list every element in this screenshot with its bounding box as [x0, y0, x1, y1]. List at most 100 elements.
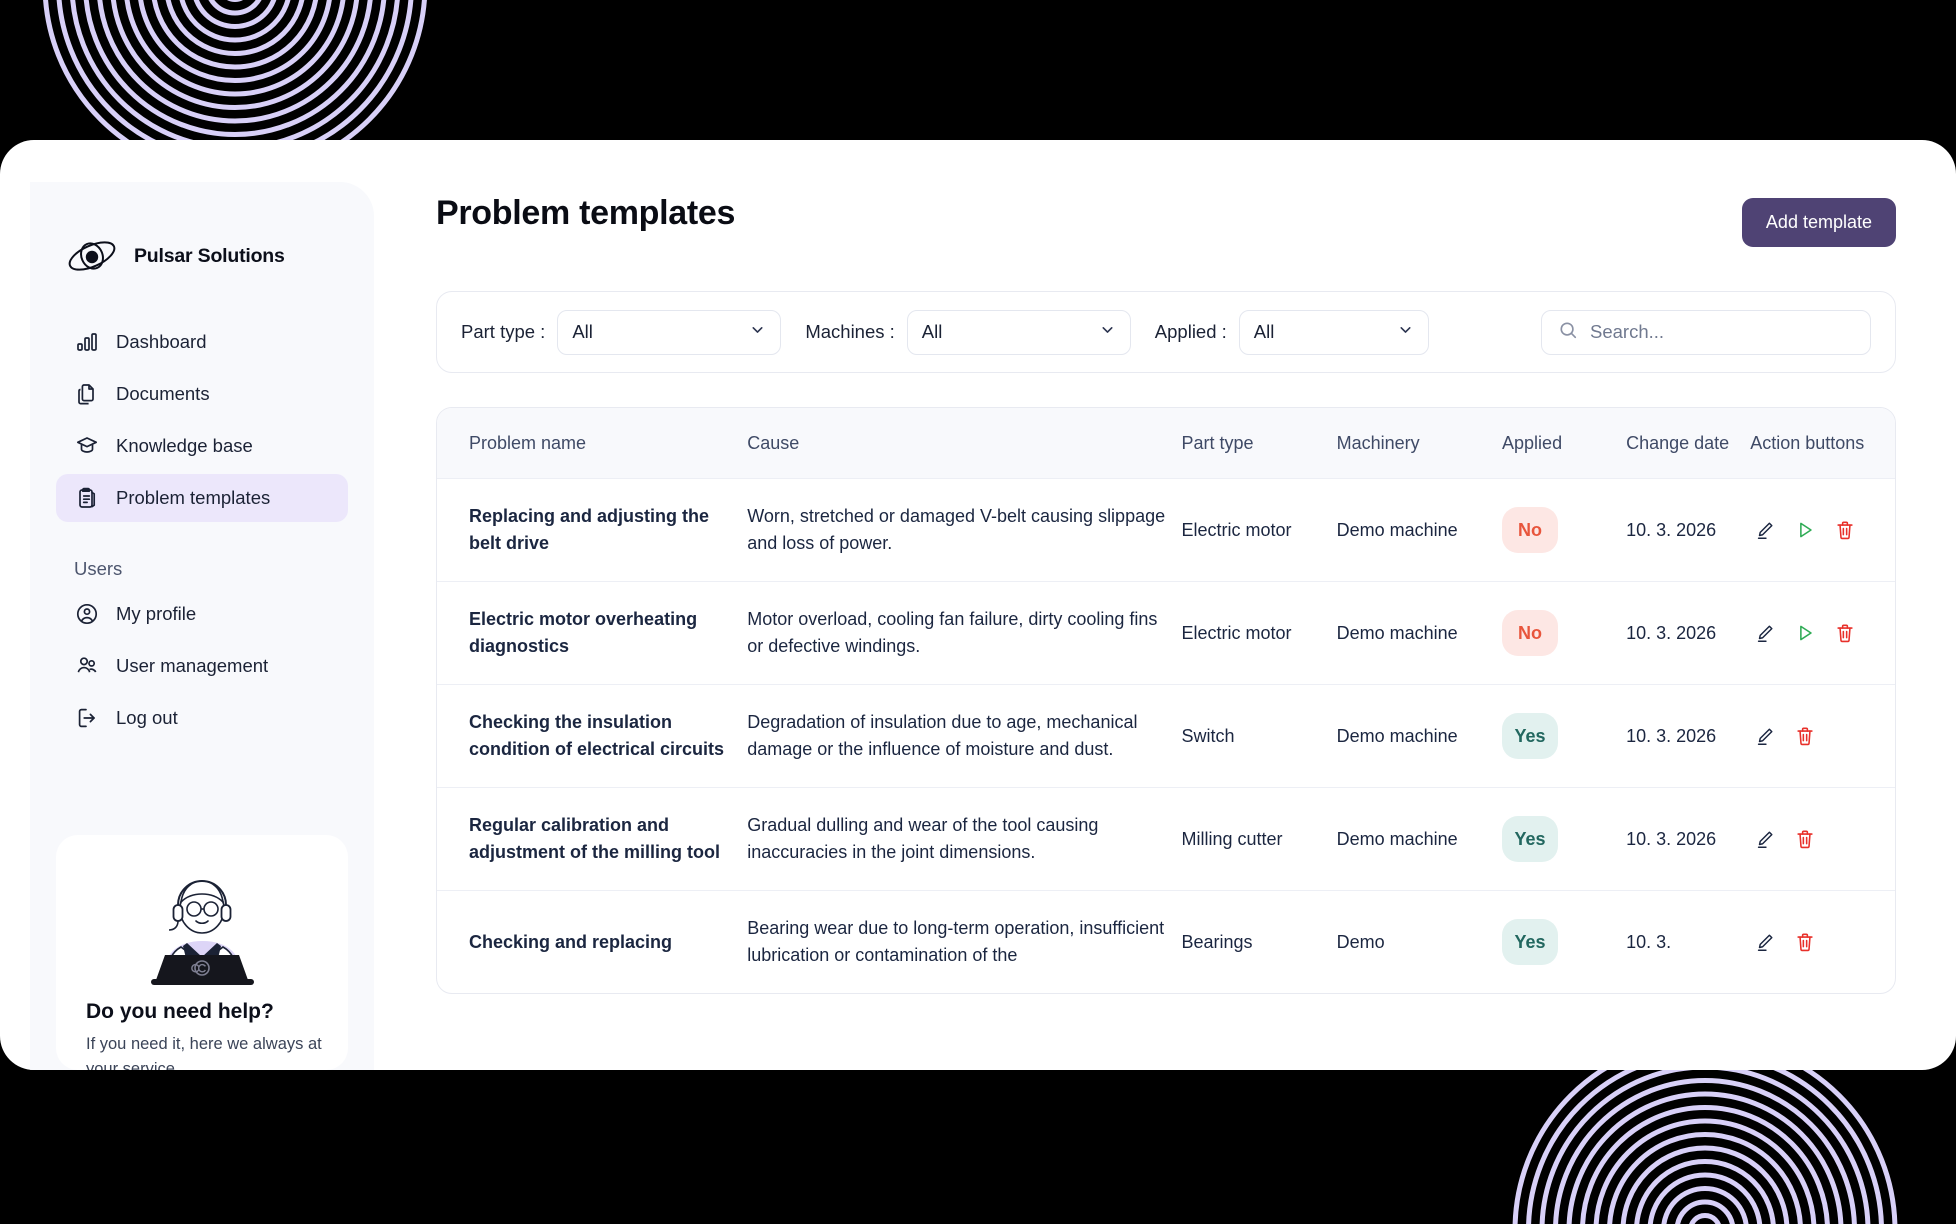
decorative-ring	[150, 0, 320, 70]
brand[interactable]: Pulsar Solutions	[30, 182, 374, 276]
search-box[interactable]	[1541, 309, 1871, 355]
cell-applied: Yes	[1502, 684, 1627, 788]
status-badge: Yes	[1502, 919, 1559, 966]
cell-change-date: 10. 3. 2026	[1626, 581, 1751, 685]
delete-icon[interactable]	[1794, 931, 1816, 953]
sidebar-item-label: Problem templates	[116, 487, 271, 508]
column-header-action-buttons: Action buttons	[1750, 433, 1865, 453]
sidebar-item-dashboard[interactable]: Dashboard	[56, 318, 348, 366]
chevron-down-icon	[1099, 321, 1116, 343]
cell-problem-name: Replacing and adjusting the belt drive	[437, 478, 748, 582]
table-row[interactable]: Replacing and adjusting the belt drive Wo…	[437, 478, 1895, 582]
sidebar-item-label: My profile	[116, 603, 197, 624]
cell-part-type: Bearings	[1181, 890, 1337, 994]
edit-icon[interactable]	[1754, 828, 1776, 850]
decorative-ring	[1607, 1132, 1803, 1224]
cell-action-buttons	[1750, 787, 1895, 891]
main-content: Problem templates Add template Part type…	[374, 140, 1956, 1070]
cell-change-date: 10. 3. 2026	[1626, 787, 1751, 891]
cell-cause: Bearing wear due to long-term operation,…	[747, 890, 1182, 994]
part-type-select[interactable]: All	[557, 309, 782, 355]
column-header-machinery[interactable]: Machinery	[1336, 433, 1420, 453]
delete-icon[interactable]	[1794, 725, 1816, 747]
decorative-ring	[1526, 1051, 1884, 1224]
column-header-cause[interactable]: Cause	[747, 433, 800, 453]
app-window: Pulsar Solutions Dashboard	[0, 140, 1956, 1070]
planet-orbit-icon	[66, 236, 118, 276]
add-template-button[interactable]: Add template	[1741, 198, 1896, 247]
chevron-down-icon	[1397, 321, 1414, 343]
clipboard-list-icon	[74, 486, 99, 511]
sidebar-item-log-out[interactable]: Log out	[56, 694, 348, 742]
delete-icon[interactable]	[1834, 622, 1856, 644]
sidebar-item-problem-templates[interactable]: Problem templates	[56, 474, 348, 522]
edit-icon[interactable]	[1754, 725, 1776, 747]
cell-cause: Degradation of insulation due to age, me…	[747, 684, 1182, 788]
column-header-applied[interactable]: Applied	[1502, 433, 1563, 453]
applied-select[interactable]: All	[1238, 309, 1429, 355]
cell-machinery: Demo	[1336, 890, 1503, 994]
cell-change-date: 10. 3. 2026	[1626, 478, 1751, 582]
delete-icon[interactable]	[1794, 828, 1816, 850]
delete-icon[interactable]	[1834, 519, 1856, 541]
edit-icon[interactable]	[1754, 931, 1776, 953]
sidebar-item-documents[interactable]: Documents	[56, 370, 348, 418]
cell-change-date: 10. 3. 2026	[1626, 684, 1751, 788]
cell-part-type: Electric motor	[1181, 478, 1337, 582]
support-agent-illustration	[125, 861, 280, 986]
cell-problem-name: Regular calibration and adjustment of th…	[437, 787, 748, 891]
edit-icon[interactable]	[1754, 622, 1776, 644]
decorative-ring	[96, 0, 374, 124]
column-header-problem-name[interactable]: Problem name	[469, 433, 587, 453]
machines-select[interactable]: All	[906, 309, 1131, 355]
cell-change-date: 10. 3.	[1626, 890, 1751, 994]
sidebar-item-user-management[interactable]: User management	[56, 642, 348, 690]
logout-icon	[74, 706, 99, 731]
table-row[interactable]: Checking the insulation condition of ele…	[437, 684, 1895, 788]
decorative-ring	[137, 0, 333, 83]
help-card[interactable]: Do you need help? If you need it, here w…	[56, 835, 348, 1070]
status-badge: No	[1502, 610, 1559, 657]
sidebar: Pulsar Solutions Dashboard	[30, 182, 374, 1070]
filter-part-type: Part type : All	[461, 309, 782, 355]
part-type-value: All	[572, 321, 593, 342]
table-row[interactable]: Electric motor overheating diagnostics Mo…	[437, 581, 1895, 685]
cell-machinery: Demo machine	[1336, 478, 1503, 582]
users-icon	[74, 654, 99, 679]
decorative-ring	[177, 0, 293, 43]
cell-action-buttons	[1750, 684, 1895, 788]
cell-machinery: Demo machine	[1336, 581, 1503, 685]
action-buttons	[1750, 519, 1885, 541]
decorative-ring	[204, 0, 266, 16]
edit-icon[interactable]	[1754, 519, 1776, 541]
sidebar-item-label: Knowledge base	[116, 435, 253, 456]
search-input[interactable]	[1590, 321, 1854, 343]
sidebar-item-knowledge-base[interactable]: Knowledge base	[56, 422, 348, 470]
search-icon	[1558, 320, 1578, 345]
table-row[interactable]: Checking and replacing Bearing wear due t…	[437, 890, 1895, 994]
play-icon[interactable]	[1794, 519, 1816, 541]
bar-chart-icon	[74, 330, 99, 355]
column-header-part-type[interactable]: Part type	[1181, 433, 1254, 453]
play-icon[interactable]	[1794, 622, 1816, 644]
action-buttons	[1750, 931, 1885, 953]
decorative-ring	[1620, 1145, 1790, 1224]
decorative-ring	[1647, 1172, 1763, 1224]
action-buttons	[1750, 622, 1885, 644]
cell-cause: Worn, stretched or damaged V-belt causin…	[747, 478, 1182, 582]
sidebar-item-my-profile[interactable]: My profile	[56, 590, 348, 638]
decorative-ring	[1553, 1078, 1857, 1224]
table-header-row: Problem name Cause Part type Machinery A…	[437, 408, 1895, 479]
action-buttons	[1750, 828, 1885, 850]
decorative-ring	[1566, 1091, 1844, 1224]
decorative-ring	[69, 0, 401, 151]
decorative-rings-bottom-right	[1512, 1037, 1898, 1224]
filter-label-part-type: Part type :	[461, 321, 546, 342]
action-buttons	[1750, 725, 1885, 747]
table-row[interactable]: Regular calibration and adjustment of th…	[437, 787, 1895, 891]
page-header: Problem templates Add template	[436, 182, 1896, 247]
cell-action-buttons	[1750, 890, 1895, 994]
status-badge: Yes	[1502, 816, 1559, 863]
cell-problem-name: Checking the insulation condition of ele…	[437, 684, 748, 788]
column-header-change-date[interactable]: Change date	[1626, 433, 1730, 453]
